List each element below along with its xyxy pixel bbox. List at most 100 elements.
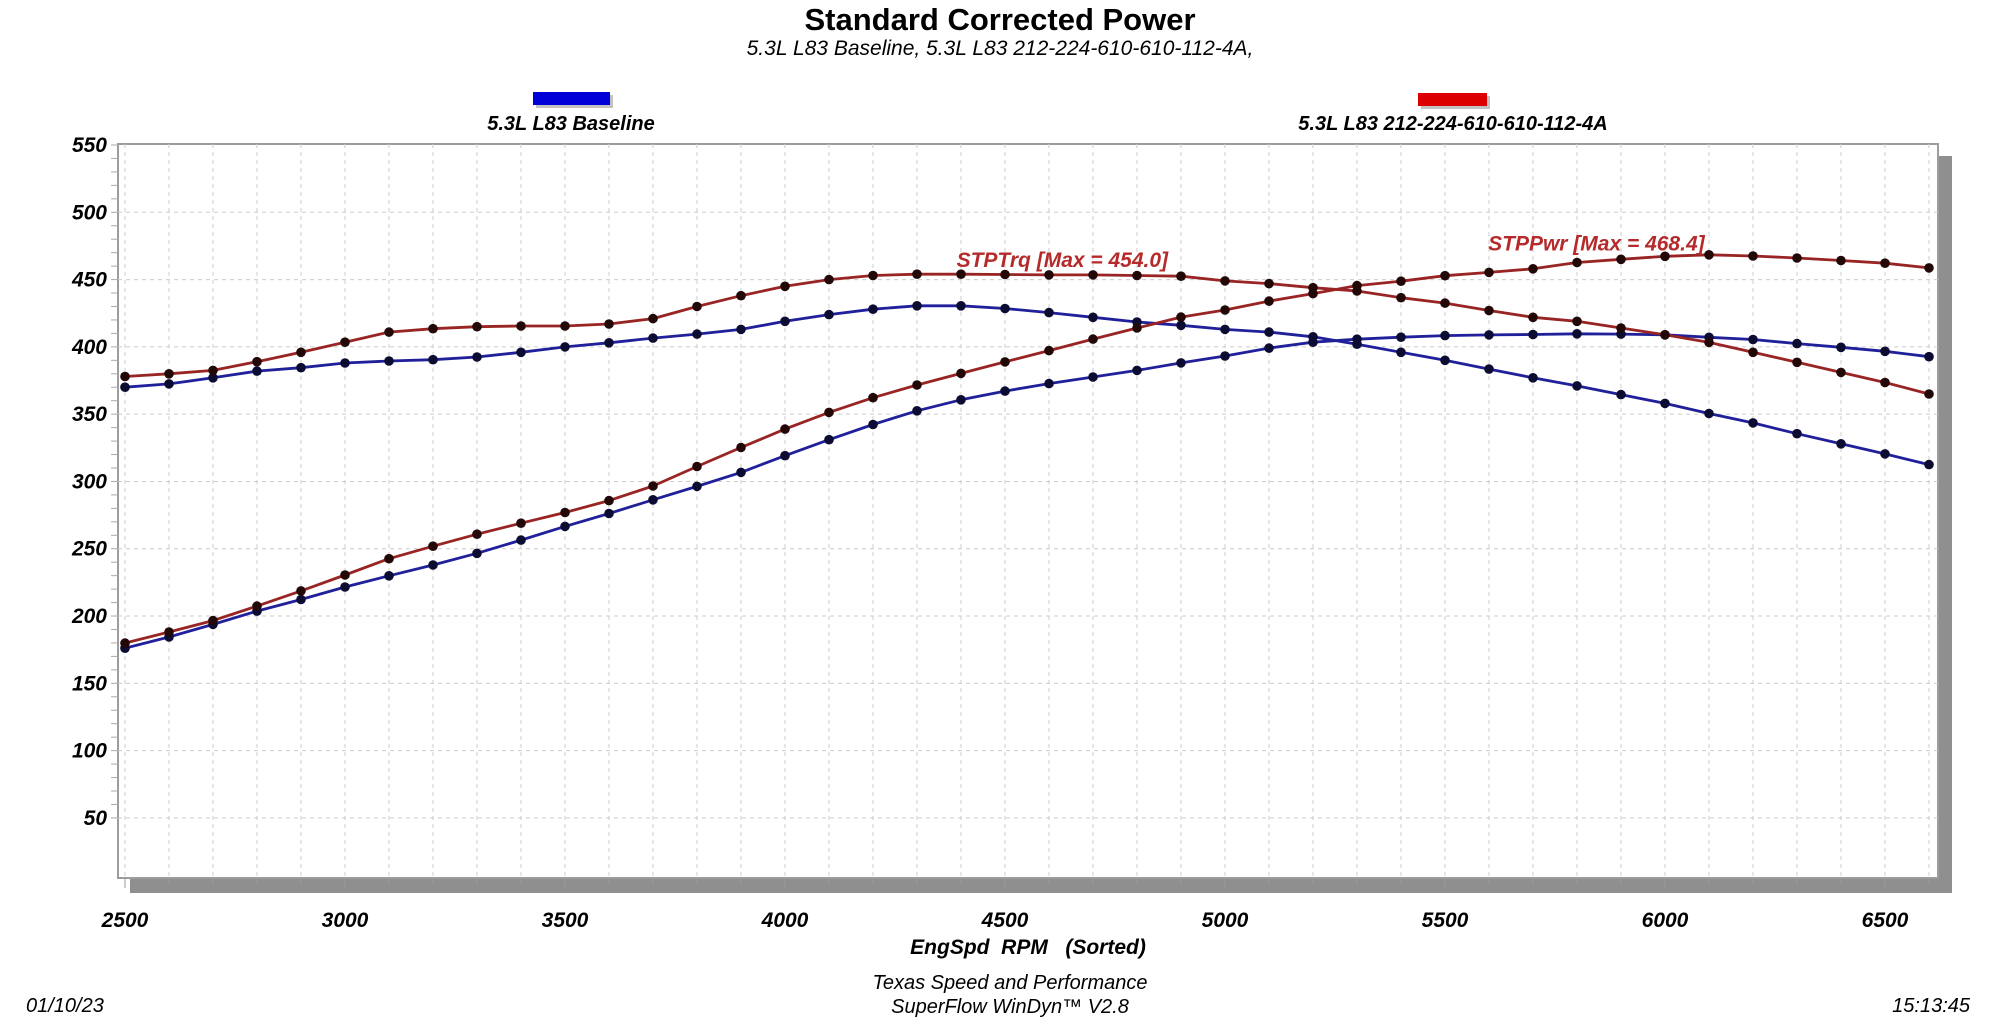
series-1-STPPwr	[120, 329, 1934, 653]
data-point-marker	[1088, 312, 1098, 323]
data-point-marker	[120, 638, 130, 648]
data-point-marker	[1660, 398, 1670, 409]
y-tick-label: 250	[71, 538, 107, 561]
data-point-marker	[1704, 250, 1714, 260]
data-point-marker	[1792, 338, 1802, 349]
legend-label-cam: 5.3L L83 212-224-610-610-112-4A	[1298, 113, 1608, 135]
data-point-marker	[1044, 345, 1054, 356]
series-3-STPPwr	[120, 250, 1934, 648]
data-point-marker	[1396, 347, 1406, 358]
data-point-marker	[736, 324, 746, 335]
data-point-marker	[384, 571, 394, 581]
data-point-marker	[692, 461, 702, 472]
y-axis-minor-ticks	[111, 144, 118, 819]
data-point-marker	[868, 392, 878, 403]
data-point-marker	[1616, 254, 1626, 265]
data-point-marker	[1000, 303, 1010, 314]
data-point-marker	[1440, 355, 1450, 366]
data-point-marker	[1792, 253, 1802, 263]
footer-date: 01/10/23	[26, 995, 104, 1017]
data-point-marker	[1000, 357, 1010, 367]
data-point-marker	[120, 382, 130, 393]
data-point-marker	[1528, 373, 1538, 383]
data-point-marker	[1880, 258, 1890, 269]
data-point-marker	[164, 627, 174, 637]
y-tick-label: 100	[72, 740, 107, 763]
y-tick-label: 400	[71, 336, 107, 359]
data-point-marker	[560, 321, 570, 331]
data-point-marker	[1704, 337, 1714, 348]
data-point-marker	[1220, 305, 1230, 315]
data-point-marker	[780, 450, 790, 461]
annotation-1: STPPwr [Max = 468.4]	[1488, 233, 1706, 256]
data-point-marker	[824, 407, 834, 418]
data-point-marker	[1396, 292, 1406, 303]
data-point-marker	[736, 442, 746, 453]
data-point-marker	[604, 319, 614, 329]
series-line	[124, 332, 1930, 650]
data-point-marker	[736, 290, 746, 301]
data-point-marker	[428, 541, 438, 551]
series-0-STPTrq	[120, 301, 1934, 470]
data-point-marker	[1044, 307, 1054, 318]
data-point-marker	[824, 309, 834, 320]
data-point-marker	[428, 560, 438, 570]
plot-shadow-right	[1938, 156, 1952, 893]
data-point-marker	[1440, 330, 1450, 341]
data-point-marker	[340, 582, 350, 592]
data-point-marker	[1748, 251, 1758, 261]
data-point-marker	[252, 601, 262, 611]
data-point-marker	[1836, 439, 1846, 449]
x-tick-label: 3500	[542, 909, 589, 932]
data-point-marker	[340, 570, 350, 580]
data-point-marker	[1264, 278, 1274, 289]
data-point-marker	[868, 270, 878, 281]
data-point-marker	[912, 406, 922, 416]
data-point-marker	[1132, 270, 1142, 281]
data-point-marker	[560, 342, 570, 352]
y-tick-label: 450	[71, 269, 107, 292]
data-point-marker	[1528, 264, 1538, 274]
x-axis-ticks	[124, 878, 1930, 888]
data-point-marker	[1044, 378, 1054, 389]
data-point-marker	[1836, 367, 1846, 378]
data-point-marker	[1792, 357, 1802, 368]
data-point-marker	[252, 366, 262, 376]
series-line	[124, 253, 1930, 645]
y-tick-label: 150	[72, 672, 107, 695]
data-point-marker	[1176, 320, 1186, 331]
data-point-marker	[692, 481, 702, 492]
data-point-marker	[1352, 334, 1362, 345]
data-point-marker	[1748, 334, 1758, 345]
data-point-marker	[604, 338, 614, 348]
data-point-marker	[296, 594, 306, 605]
data-point-marker	[252, 356, 262, 367]
data-point-marker	[1572, 316, 1582, 327]
data-point-marker	[1484, 330, 1494, 340]
data-point-marker	[1220, 351, 1230, 361]
data-point-marker	[1880, 346, 1890, 357]
data-point-marker	[1880, 377, 1890, 388]
data-point-marker	[648, 333, 658, 343]
data-point-marker	[1088, 334, 1098, 344]
data-point-marker	[1792, 428, 1802, 439]
data-point-marker	[1484, 267, 1494, 278]
data-point-marker	[1176, 312, 1186, 322]
data-point-marker	[428, 323, 438, 334]
data-point-marker	[516, 347, 526, 358]
data-point-marker	[208, 615, 218, 626]
data-point-marker	[1176, 358, 1186, 368]
data-point-marker	[384, 553, 394, 564]
data-point-marker	[780, 281, 790, 292]
data-point-marker	[956, 269, 966, 280]
data-point-marker	[868, 419, 878, 430]
data-point-marker	[1000, 386, 1010, 396]
data-point-marker	[1308, 288, 1318, 299]
data-point-marker	[1924, 351, 1934, 362]
data-point-marker	[1660, 330, 1670, 340]
x-tick-label: 3000	[322, 909, 369, 932]
data-point-marker	[472, 548, 482, 559]
legend-swatch-baseline	[533, 92, 610, 105]
page-title: Standard Corrected Power	[804, 2, 1196, 37]
data-point-marker	[912, 269, 922, 280]
